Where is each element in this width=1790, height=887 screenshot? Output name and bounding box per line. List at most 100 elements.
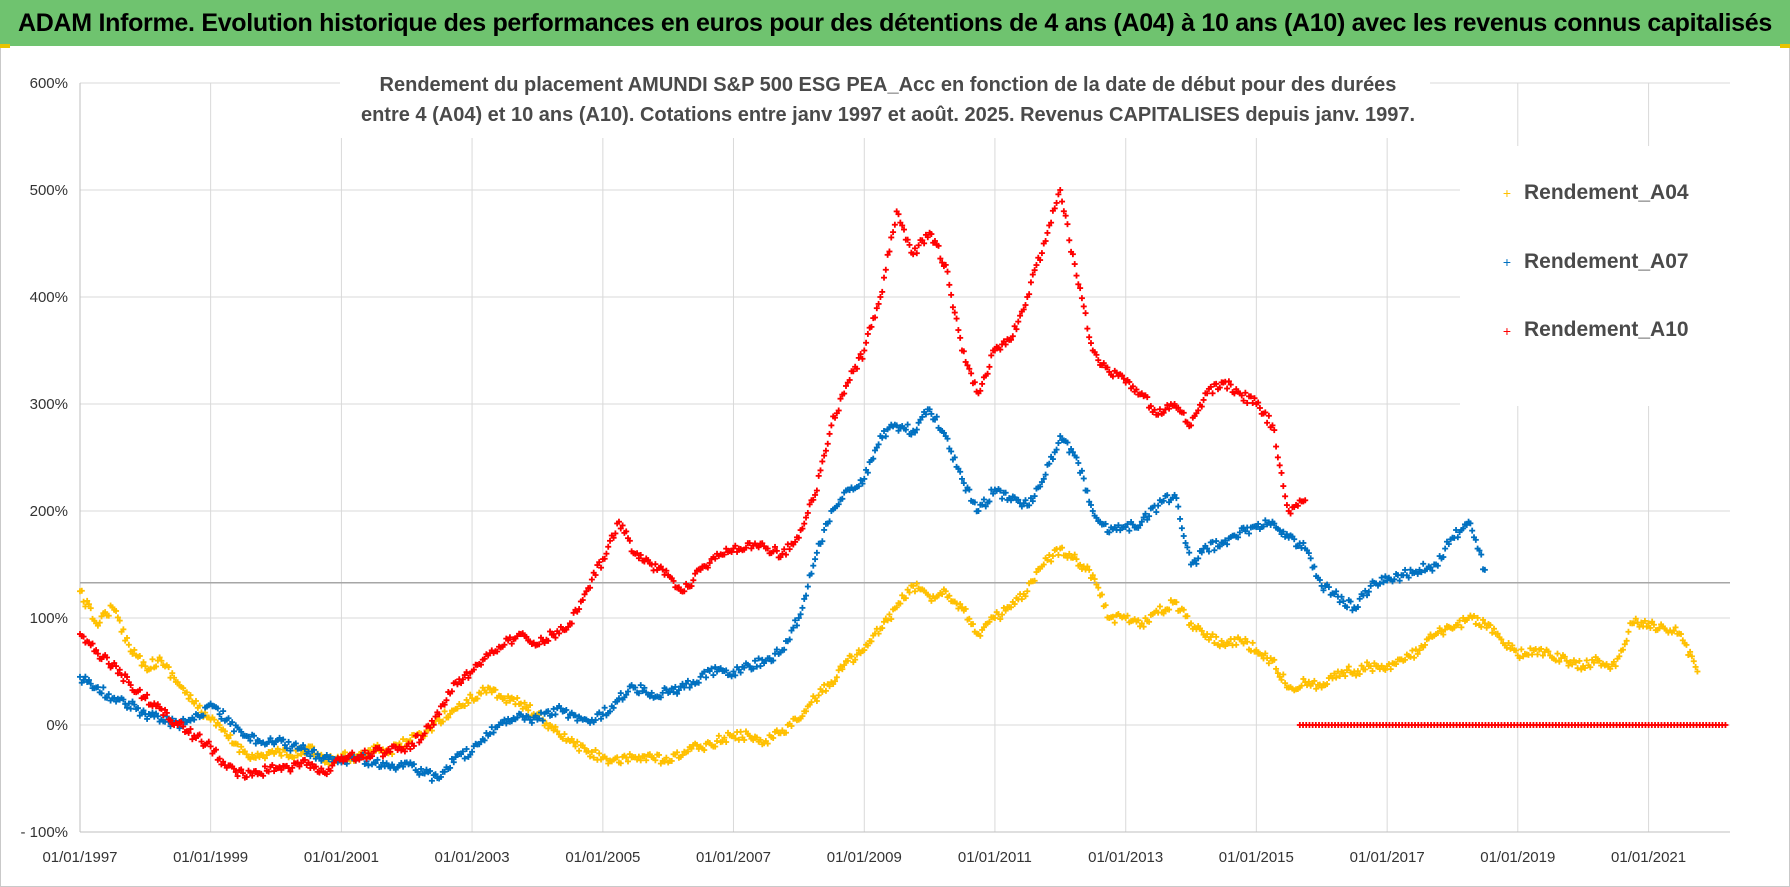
data-point — [525, 713, 532, 720]
data-point — [116, 617, 123, 624]
data-point — [1049, 456, 1056, 463]
data-point — [1460, 525, 1467, 532]
data-point — [949, 304, 956, 311]
data-point — [98, 690, 105, 697]
data-point — [1057, 187, 1064, 193]
data-point — [1483, 624, 1490, 631]
data-point — [521, 716, 528, 723]
data-point — [1020, 500, 1027, 507]
data-point — [813, 697, 820, 704]
data-point — [607, 708, 614, 715]
data-point — [1138, 518, 1145, 525]
y-tick-label: 300% — [30, 396, 68, 413]
data-point — [955, 327, 962, 334]
data-point — [804, 583, 811, 590]
data-point — [1556, 658, 1563, 665]
data-point — [1313, 685, 1320, 692]
data-point — [1478, 551, 1485, 558]
data-point — [156, 654, 163, 661]
data-point — [176, 725, 183, 732]
data-point — [1472, 620, 1479, 627]
data-point — [1694, 668, 1701, 675]
data-point — [1607, 665, 1614, 672]
data-point — [1460, 614, 1467, 621]
data-point — [187, 692, 194, 699]
data-point — [815, 692, 822, 699]
data-point — [98, 613, 105, 620]
data-point — [1412, 646, 1419, 653]
data-point — [581, 745, 588, 752]
data-point — [908, 582, 915, 589]
data-point — [505, 693, 512, 700]
y-tick-label: 600% — [30, 75, 68, 92]
data-point — [1011, 601, 1018, 608]
data-point — [979, 380, 986, 387]
data-point — [510, 695, 517, 702]
data-point — [1271, 656, 1278, 663]
data-point — [686, 684, 693, 691]
data-point — [561, 731, 568, 738]
data-point — [824, 440, 831, 447]
data-point — [1084, 487, 1091, 494]
data-point — [136, 712, 143, 719]
data-point — [819, 458, 826, 465]
data-point — [254, 750, 261, 757]
data-point — [715, 732, 722, 739]
data-point — [786, 636, 793, 643]
data-point — [770, 657, 777, 664]
data-point — [1280, 528, 1287, 535]
data-point — [891, 605, 898, 612]
data-point — [1280, 671, 1287, 678]
data-point — [982, 503, 989, 510]
data-point — [1211, 640, 1218, 647]
data-point — [1022, 593, 1029, 600]
data-point — [407, 737, 414, 744]
data-point — [545, 708, 552, 715]
data-point — [211, 716, 218, 723]
data-point — [250, 732, 257, 739]
x-tick-label: 01/01/2009 — [827, 849, 902, 866]
legend-label-a07: Rendement_A07 — [1524, 250, 1689, 273]
data-point — [1087, 574, 1094, 581]
data-point — [1592, 654, 1599, 661]
data-point — [1086, 566, 1093, 573]
data-point — [1425, 635, 1432, 642]
data-point — [103, 694, 110, 701]
data-point — [441, 768, 448, 775]
data-point — [755, 655, 762, 662]
data-point — [1378, 662, 1385, 669]
data-point — [581, 716, 588, 723]
data-point — [1280, 483, 1287, 490]
data-point — [1685, 651, 1692, 658]
data-point — [744, 661, 751, 668]
data-point — [1467, 520, 1474, 527]
data-point — [478, 690, 485, 697]
data-point — [1256, 404, 1263, 411]
data-point — [1048, 558, 1055, 565]
data-point — [799, 713, 806, 720]
data-point — [271, 741, 278, 748]
data-point — [1222, 537, 1229, 544]
data-point — [801, 595, 808, 602]
data-point — [821, 526, 828, 533]
data-point — [1026, 502, 1033, 509]
data-point — [1518, 646, 1525, 653]
data-point — [180, 685, 187, 692]
data-point — [508, 718, 515, 725]
data-point — [1178, 525, 1185, 532]
data-point — [852, 656, 859, 663]
data-point — [514, 695, 521, 702]
data-point — [1027, 279, 1034, 286]
data-point — [85, 601, 92, 608]
data-point — [225, 715, 232, 722]
data-point — [91, 685, 98, 692]
data-point — [1173, 495, 1180, 502]
data-point — [1420, 560, 1427, 567]
data-point — [617, 760, 624, 767]
data-point — [85, 639, 92, 646]
data-point — [1186, 549, 1193, 556]
data-point — [1231, 636, 1238, 643]
data-point — [1276, 462, 1283, 469]
data-point — [957, 468, 964, 475]
data-point — [1649, 618, 1656, 625]
